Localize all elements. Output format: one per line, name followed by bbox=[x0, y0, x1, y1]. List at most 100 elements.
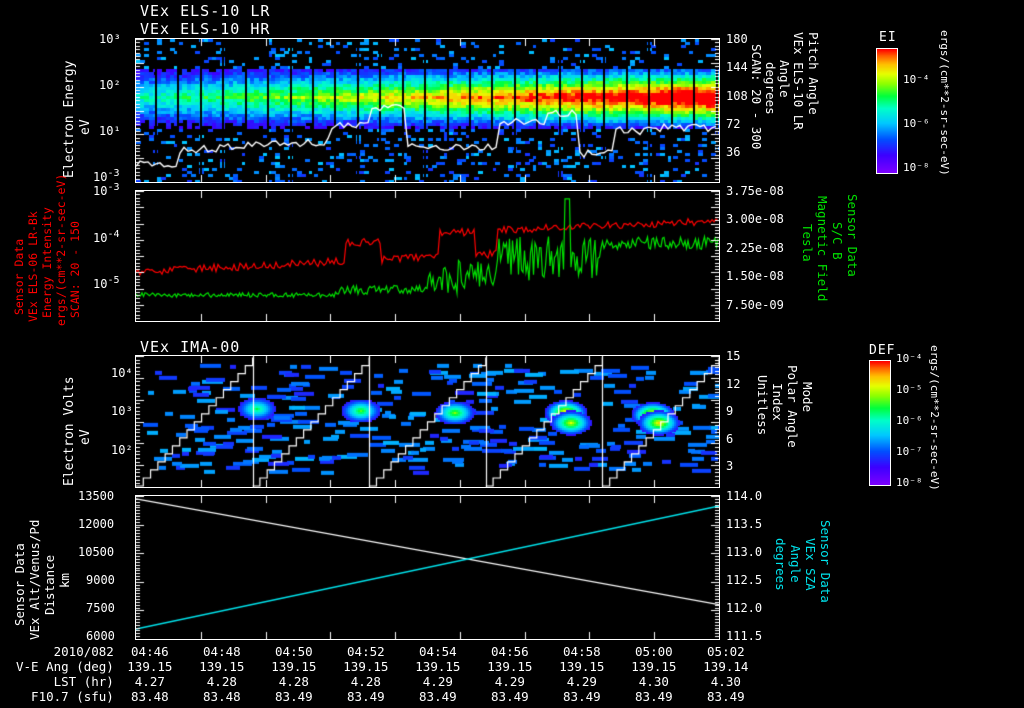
panel4-y2-label-1: Sensor Data bbox=[818, 520, 833, 603]
panel3-y2tick-3: 6 bbox=[726, 432, 734, 446]
table-cell: 83.49 bbox=[707, 689, 745, 704]
panel1-y-axis-label-1: Electron Energy bbox=[62, 60, 77, 178]
panel1-y2tick-2: 108 bbox=[726, 89, 748, 103]
panel1-title-line1: VEx ELS-10 LR bbox=[140, 2, 271, 20]
table-cell: 04:50 bbox=[275, 644, 313, 659]
panel2-plot-area bbox=[135, 190, 720, 322]
colorbar2-gradient bbox=[869, 360, 891, 486]
panel2-y2-label-3: Magnetic Field bbox=[815, 196, 830, 302]
table-cell: 4.30 bbox=[710, 674, 741, 689]
table-cell: 139.15 bbox=[487, 659, 533, 674]
panel3-y2tick-0: 15 bbox=[726, 349, 741, 363]
panel4-y2tick-4: 112.0 bbox=[726, 601, 763, 615]
colorbar2-tick-1: 10⁻⁵ bbox=[896, 383, 923, 396]
colorbar1-tick-1: 10⁻⁶ bbox=[903, 117, 930, 130]
table-row: LST (hr) 4.27 4.28 4.28 4.28 4.29 4.29 4.29 4.30… bbox=[16, 674, 762, 689]
panel2-y2tick-0: 3.75e-08 bbox=[726, 184, 784, 198]
colorbar2-tick-0: 10⁻⁴ bbox=[896, 352, 923, 365]
panel1-y2-label-2: VEx ELS-10 LR bbox=[791, 32, 806, 130]
colorbar1-tick-0: 10⁻⁴ bbox=[903, 73, 930, 86]
table-cell: 04:52 bbox=[347, 644, 385, 659]
panel4-y-label-2: VEx Alt/Venus/Pd bbox=[27, 519, 42, 640]
colorbar2-tick-4: 10⁻⁸ bbox=[896, 476, 923, 489]
panel2-ytick-1: 10-4 bbox=[93, 229, 120, 245]
table-cell: 4.28 bbox=[206, 674, 237, 689]
panel4-ytick-3: 9000 bbox=[86, 573, 115, 587]
panel1-ytick-2: 10¹ bbox=[99, 124, 121, 138]
panel4-ytick-4: 7500 bbox=[86, 601, 115, 615]
panel1-y2-label-3: Angle bbox=[777, 60, 792, 98]
panel1-y2-label-4: degrees bbox=[763, 62, 778, 115]
table-cell: 139.15 bbox=[631, 659, 677, 674]
table-cell: 4.28 bbox=[278, 674, 309, 689]
table-cell: 83.49 bbox=[347, 689, 385, 704]
table-cell: 4.30 bbox=[638, 674, 669, 689]
panel2-y2-label-1: Sensor Data bbox=[845, 194, 860, 277]
table-cell: 139.15 bbox=[343, 659, 389, 674]
panel4-y2-label-4: degrees bbox=[773, 538, 788, 591]
panel3-y2-label-2: Polar Angle bbox=[785, 365, 800, 448]
panel2-ytick-2: 10-5 bbox=[93, 275, 120, 291]
panel1-y2-label-1: Pitch Angle bbox=[806, 32, 821, 115]
panel1-ytick-1: 10² bbox=[99, 78, 121, 92]
table-cell: 4.28 bbox=[350, 674, 381, 689]
table-cell: 4.29 bbox=[422, 674, 453, 689]
panel1-y-axis-label-2: eV bbox=[78, 119, 93, 135]
table-cell: 04:54 bbox=[419, 644, 457, 659]
table-cell: 83.48 bbox=[203, 689, 241, 704]
table-cell: 139.15 bbox=[271, 659, 317, 674]
panel2-y-label-5: SCAN: 20 - 150 bbox=[68, 221, 82, 318]
table-cell: 83.48 bbox=[131, 689, 169, 704]
panel4-ytick-0: 13500 bbox=[78, 489, 115, 503]
panel3-title: VEx IMA-00 bbox=[140, 338, 241, 356]
panel2-y2tick-4: 7.50e-09 bbox=[726, 298, 784, 312]
panel3-y2-label-3: Index bbox=[770, 383, 785, 421]
panel4-ytick-2: 10500 bbox=[78, 545, 115, 559]
panel4-y2tick-2: 113.0 bbox=[726, 545, 763, 559]
table-row: F10.7 (sfu) 83.48 83.48 83.49 83.49 83.49 83.4… bbox=[16, 689, 762, 704]
panel1-y2tick-0: 180 bbox=[726, 32, 748, 46]
panel4-y2tick-1: 113.5 bbox=[726, 517, 763, 531]
colorbar1-tick-2: 10⁻⁸ bbox=[903, 161, 930, 174]
panel4-y2tick-3: 112.5 bbox=[726, 573, 763, 587]
table-cell: 04:56 bbox=[491, 644, 529, 659]
panel4-y2tick-5: 111.5 bbox=[726, 629, 763, 643]
panel3-y2tick-2: 9 bbox=[726, 404, 734, 418]
panel1-plot-area bbox=[135, 38, 720, 183]
table-cell: 83.49 bbox=[491, 689, 529, 704]
panel2-y-label-3: Energy Intensity bbox=[40, 207, 54, 318]
panel2-y2tick-2: 2.25e-08 bbox=[726, 241, 784, 255]
panel3-y2-label-1: Mode bbox=[800, 382, 815, 413]
panel3-y2tick-4: 3 bbox=[726, 459, 734, 473]
table-row-label: F10.7 (sfu) bbox=[31, 689, 114, 704]
panel1-y2tick-3: 72 bbox=[726, 117, 741, 131]
table-row-label: V-E Ang (deg) bbox=[16, 659, 114, 674]
table-cell: 139.15 bbox=[127, 659, 173, 674]
table-cell: 04:46 bbox=[131, 644, 169, 659]
panel4-y2-label-3: Angle bbox=[788, 545, 803, 583]
colorbar1-units: ergs/(cm**2-sr-sec-eV) bbox=[938, 30, 951, 176]
panel4-y2-label-2: VEx SZA bbox=[803, 538, 818, 591]
table-cell: 139.15 bbox=[559, 659, 605, 674]
panel1-y2-label-5: SCAN: 20 - 300 bbox=[749, 44, 764, 150]
table-cell: 139.15 bbox=[415, 659, 461, 674]
panel4-y2tick-0: 114.0 bbox=[726, 489, 763, 503]
panel3-y2-label-4: Unitless bbox=[755, 375, 770, 436]
panel2-ytick-0: 10-3 bbox=[93, 182, 120, 198]
panel2-y2tick-1: 3.00e-08 bbox=[726, 212, 784, 226]
table-cell: 4.29 bbox=[566, 674, 597, 689]
panel2-y-label-2: VEx ELS-06 LR-Bk bbox=[26, 211, 40, 322]
table-cell: 05:00 bbox=[635, 644, 673, 659]
panel3-y-axis-label-2: eV bbox=[78, 429, 93, 445]
table-row: V-E Ang (deg) 139.15 139.15 139.15 139.15 139… bbox=[16, 659, 762, 674]
table-cell: 139.15 bbox=[199, 659, 245, 674]
panel3-y2tick-1: 12 bbox=[726, 377, 741, 391]
panel2-y-label-1: Sensor Data bbox=[12, 238, 26, 315]
bottom-parameter-table: 2010/082 04:46 04:48 04:50 04:52 04:54 04:56 04… bbox=[16, 644, 762, 704]
colorbar2-tick-2: 10⁻⁶ bbox=[896, 414, 923, 427]
panel3-y-axis-label-1: Electron Volts bbox=[62, 376, 77, 486]
table-cell: 4.29 bbox=[494, 674, 525, 689]
panel4-ytick-1: 12000 bbox=[78, 517, 115, 531]
table-cell: 05:02 bbox=[707, 644, 745, 659]
panel1-ytick-3: 10-3 bbox=[93, 168, 120, 184]
